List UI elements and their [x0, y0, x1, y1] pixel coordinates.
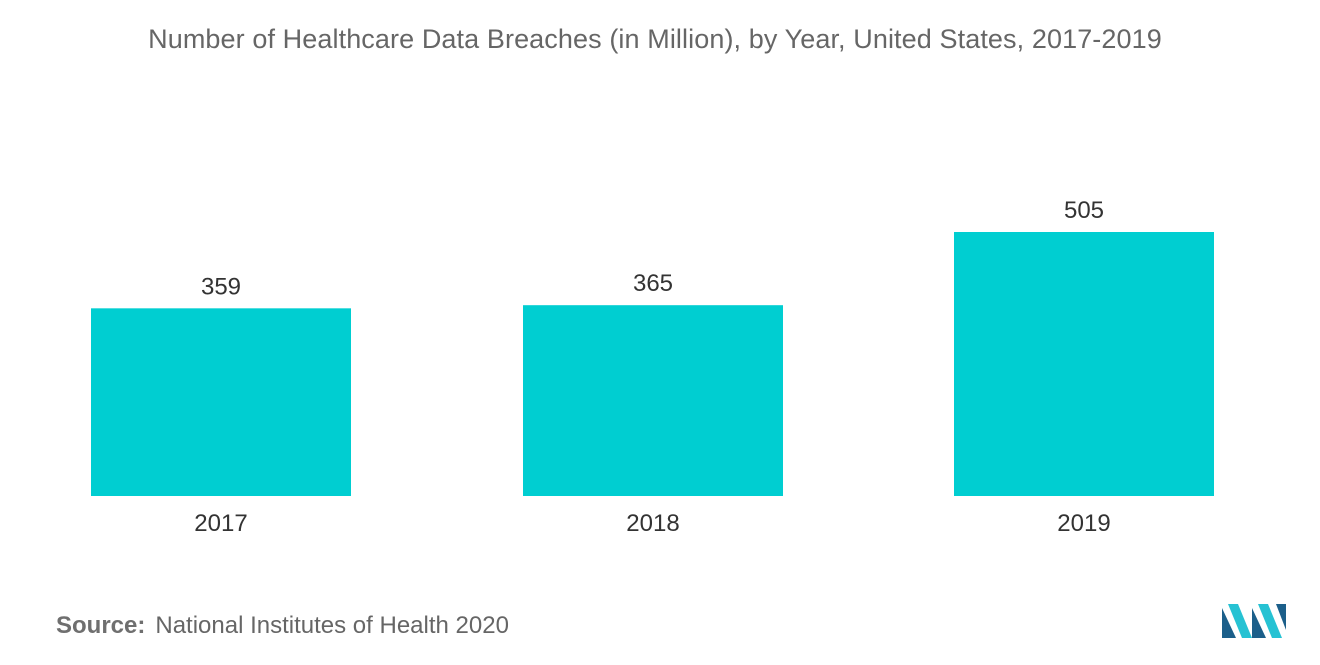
source-label: Source:: [56, 612, 146, 639]
x-tick-label-2019: 2019: [1057, 510, 1110, 537]
bar-2018: [523, 305, 783, 496]
data-label-2018: 365: [633, 270, 673, 297]
x-tick-label-2018: 2018: [626, 510, 679, 537]
bar-2019: [954, 232, 1214, 496]
bar-2017: [91, 308, 351, 496]
x-tick-label-2017: 2017: [194, 510, 247, 537]
data-label-2017: 359: [201, 273, 241, 300]
data-label-2019: 505: [1064, 197, 1104, 224]
bar-chart: 359 2017 365 2018 505 2019: [91, 197, 1214, 537]
mordor-intelligence-logo-icon: [1222, 604, 1286, 638]
chart-title: Number of Healthcare Data Breaches (in M…: [148, 24, 1162, 54]
source-text: National Institutes of Health 2020: [155, 612, 509, 639]
source-note: Source: National Institutes of Health 202…: [56, 612, 509, 640]
